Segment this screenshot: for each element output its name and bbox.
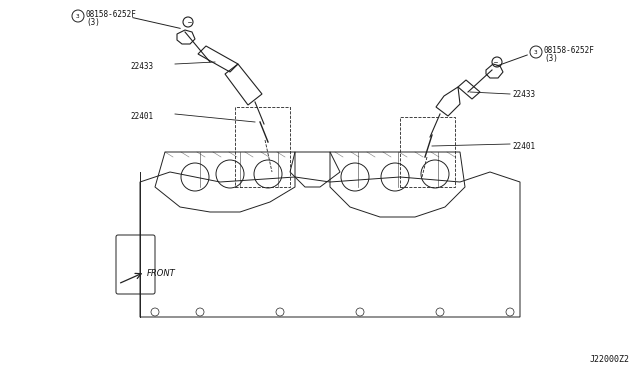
Text: 22401: 22401 — [130, 112, 153, 121]
Text: 22433: 22433 — [130, 61, 153, 71]
Text: (3): (3) — [86, 17, 100, 26]
Text: J22000Z2: J22000Z2 — [590, 355, 630, 364]
Text: 22433: 22433 — [512, 90, 535, 99]
Bar — [235, 107, 290, 187]
Text: 3: 3 — [534, 49, 538, 55]
Text: FRONT: FRONT — [147, 269, 176, 279]
Text: 08158-6252F: 08158-6252F — [86, 10, 137, 19]
Text: (3): (3) — [544, 54, 558, 62]
Text: 08158-6252F: 08158-6252F — [544, 45, 595, 55]
Text: 22401: 22401 — [512, 141, 535, 151]
Bar — [400, 117, 455, 187]
Text: 3: 3 — [76, 13, 80, 19]
